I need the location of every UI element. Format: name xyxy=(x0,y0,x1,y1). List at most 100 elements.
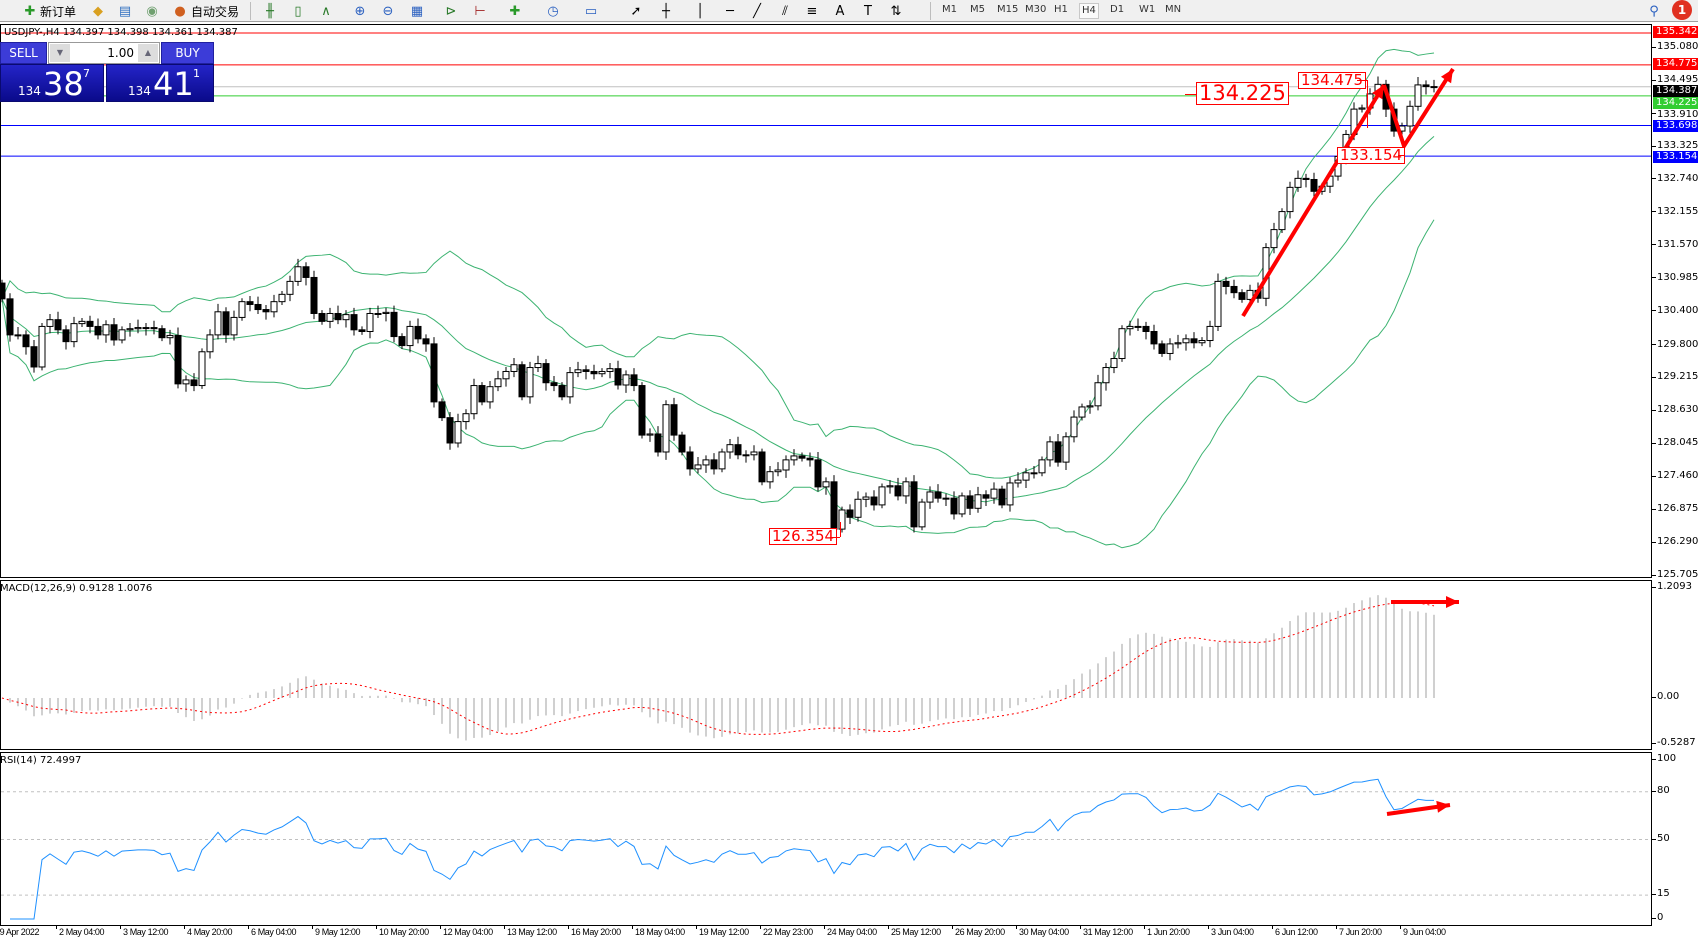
time-axis-label: 10 May 20:00 xyxy=(379,927,429,937)
vertical-line-icon[interactable]: │ xyxy=(696,3,704,19)
candle xyxy=(350,307,358,336)
search-icon[interactable]: ⚲ xyxy=(1649,3,1659,19)
price-label-connector xyxy=(1398,155,1404,156)
bullish-candle-body xyxy=(1046,441,1054,461)
bullish-candle-body xyxy=(1214,280,1222,327)
templates-icon[interactable]: ▭ xyxy=(584,3,598,19)
price-tick xyxy=(1652,79,1656,81)
bullish-candle-body xyxy=(470,385,478,415)
horizontal-line-icon[interactable]: ─ xyxy=(726,3,734,19)
bullish-candle-body xyxy=(78,320,86,325)
notification-badge[interactable]: 1 xyxy=(1672,0,1692,20)
pullback-arrow xyxy=(1382,67,1455,151)
timeframe-m30[interactable]: M30 xyxy=(1025,4,1047,15)
candle xyxy=(654,426,662,457)
candle xyxy=(566,366,574,404)
candle xyxy=(70,316,78,348)
auto-trade-icon[interactable]: ● xyxy=(174,3,186,19)
channel-icon[interactable]: ⫽ xyxy=(782,3,788,19)
timeframe-d1[interactable]: D1 xyxy=(1110,4,1125,15)
candle xyxy=(982,490,990,507)
candle xyxy=(702,455,710,473)
new-order-button[interactable]: 新订单 xyxy=(40,4,77,19)
time-axis-label: 31 May 12:00 xyxy=(1083,927,1133,937)
price-tick xyxy=(1652,46,1656,48)
bullish-candle-body xyxy=(622,374,630,386)
timeframe-mn[interactable]: MN xyxy=(1165,4,1182,15)
decrease-lot-button[interactable]: ▼ xyxy=(50,44,70,62)
timeframe-m15[interactable]: M15 xyxy=(997,4,1019,15)
signals-icon[interactable]: ◉ xyxy=(146,3,158,19)
price-axis-label: 128.045 xyxy=(1657,437,1698,449)
auto-trade-button[interactable]: 自动交易 xyxy=(191,4,240,19)
buy-button[interactable]: BUY xyxy=(161,42,214,64)
sell-button[interactable]: SELL xyxy=(0,42,47,64)
timeframe-w1[interactable]: W1 xyxy=(1139,4,1156,15)
macd-axis-label: -0.5287 xyxy=(1657,737,1696,748)
bullish-candle-body xyxy=(198,351,206,387)
candlestick-icon[interactable]: ▯ xyxy=(294,3,302,19)
rsi-pane[interactable] xyxy=(0,752,1652,926)
price-axis-label: 128.630 xyxy=(1657,404,1698,416)
candle xyxy=(942,493,950,507)
price-chart[interactable] xyxy=(0,24,1652,578)
candle xyxy=(54,311,62,335)
candle xyxy=(358,326,366,335)
candle xyxy=(1278,208,1286,233)
bearish-candle-body xyxy=(518,364,526,398)
candle xyxy=(1310,172,1318,197)
time-tick xyxy=(248,925,249,929)
fibonacci-icon[interactable]: ≡ xyxy=(806,3,818,19)
bearish-candle-body xyxy=(422,338,430,345)
bullish-candle-body xyxy=(822,481,830,488)
bearish-candle-body xyxy=(1430,86,1438,89)
bullish-candle-body xyxy=(494,378,502,388)
bar-chart-icon[interactable]: ╫ xyxy=(266,3,274,19)
bearish-candle-body xyxy=(798,455,806,459)
line-chart-icon[interactable]: ∧ xyxy=(321,3,331,19)
timeframe-m5[interactable]: M5 xyxy=(970,4,985,15)
time-axis-label: 30 May 04:00 xyxy=(1019,927,1069,937)
trendline-icon[interactable]: ╱ xyxy=(753,3,761,19)
chart-shift-icon[interactable]: ⊢ xyxy=(474,3,486,19)
tile-windows-icon[interactable]: ▦ xyxy=(410,3,424,19)
lot-size-input[interactable]: 1.00 xyxy=(107,46,134,60)
price-tick xyxy=(1652,310,1656,312)
new-order-icon[interactable]: ✚ xyxy=(24,3,36,19)
timeframe-h4[interactable]: H4 xyxy=(1079,3,1099,19)
sell-price[interactable]: 134 38 7 xyxy=(0,64,104,102)
zoom-in-icon[interactable]: ⊕ xyxy=(354,3,366,19)
candle xyxy=(222,307,230,343)
auto-scroll-icon[interactable]: ⊳ xyxy=(445,3,457,19)
bullish-candle-body xyxy=(182,379,190,385)
bullish-candle-body xyxy=(1414,84,1422,107)
candle xyxy=(798,452,806,462)
text-label-icon[interactable]: T xyxy=(864,3,872,19)
buy-price[interactable]: 134 41 1 xyxy=(106,64,214,102)
metaeditor-icon[interactable]: ◆ xyxy=(93,3,103,19)
crosshair-icon[interactable]: ┼ xyxy=(662,3,670,19)
candle xyxy=(1198,337,1206,347)
bullish-candle-body xyxy=(118,329,126,341)
cursor-icon[interactable]: ➚ xyxy=(630,3,642,19)
periods-icon[interactable]: ◷ xyxy=(547,3,559,19)
history-icon[interactable]: ▤ xyxy=(118,3,132,19)
increase-lot-button[interactable]: ▲ xyxy=(138,44,158,62)
candle xyxy=(374,305,382,318)
text-icon[interactable]: A xyxy=(835,3,845,19)
arrows-icon[interactable]: ⇅ xyxy=(890,3,902,19)
candle xyxy=(1214,273,1222,331)
candle xyxy=(510,357,518,378)
macd-pane[interactable] xyxy=(0,580,1652,750)
indicators-icon[interactable]: ✚ xyxy=(509,3,521,19)
candle xyxy=(878,483,886,509)
timeframe-m1[interactable]: M1 xyxy=(942,4,957,15)
timeframe-h1[interactable]: H1 xyxy=(1054,4,1068,15)
price-chart-canvas xyxy=(1,32,1651,549)
zoom-out-icon[interactable]: ⊖ xyxy=(382,3,394,19)
bullish-candle-body xyxy=(1086,405,1094,408)
candle xyxy=(726,439,734,459)
time-tick xyxy=(1400,925,1401,929)
candle xyxy=(774,462,782,477)
lot-size-stepper[interactable]: ▼ 1.00 ▲ xyxy=(48,42,160,64)
